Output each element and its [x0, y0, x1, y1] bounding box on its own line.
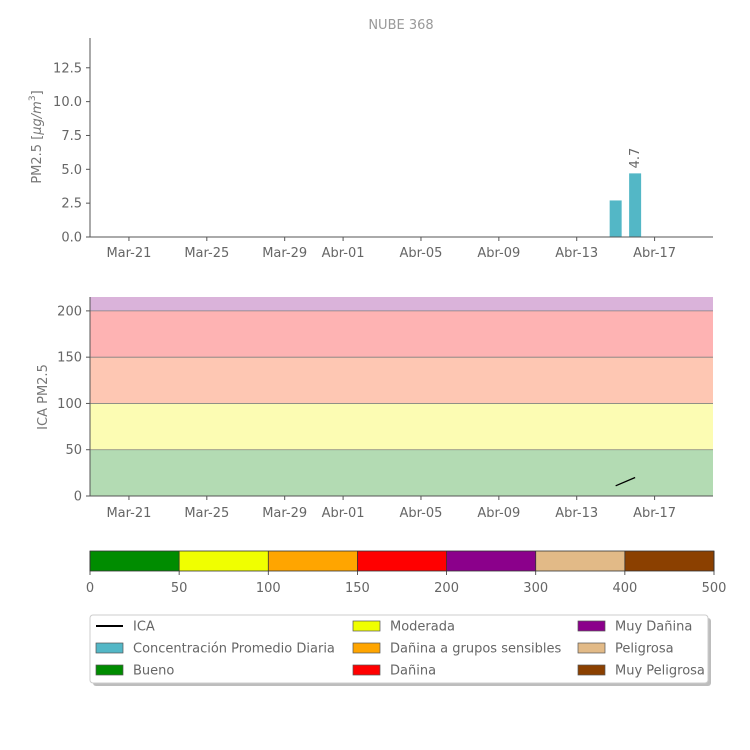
y-axis-title-exp: 3	[28, 95, 38, 101]
x-tick-label: Mar-29	[262, 506, 307, 521]
legend-item-label: Dañina	[390, 664, 436, 679]
colorbar-tick-label: 100	[256, 581, 281, 596]
y-tick-label: 7.5	[61, 129, 82, 144]
legend-item-label: Moderada	[390, 620, 455, 635]
y-axis-title-main: PM2.5 [	[30, 135, 45, 184]
colorbar-segment-5	[535, 551, 626, 571]
legend-swatch	[95, 642, 124, 654]
ica-band-1	[90, 403, 713, 450]
y-tick-label: 150	[57, 351, 82, 366]
bar-0	[609, 200, 622, 237]
ica-band-2	[90, 357, 713, 404]
colorbar-segment-4	[446, 551, 537, 571]
x-tick-label: Abr-01	[322, 506, 365, 521]
colorbar-tick-label: 200	[434, 581, 459, 596]
bar-1	[629, 173, 642, 237]
ica-band-4	[90, 297, 713, 311]
legend-swatch	[577, 664, 606, 676]
x-tick-label: Abr-05	[400, 246, 443, 261]
bar-value-label: 4.7	[628, 148, 643, 169]
legend-item-label: Concentración Promedio Diaria	[133, 642, 335, 657]
y-tick-label: 12.5	[53, 61, 82, 76]
colorbar-tick-label: 150	[345, 581, 370, 596]
y-tick-label: 0.0	[61, 231, 82, 246]
y-tick-label: 2.5	[61, 197, 82, 212]
x-tick-label: Abr-05	[400, 506, 443, 521]
x-tick-label: Abr-13	[555, 246, 598, 261]
x-tick-label: Mar-25	[184, 246, 229, 261]
colorbar-tick-label: 50	[171, 581, 188, 596]
x-tick-label: Abr-17	[633, 246, 676, 261]
y-tick-label: 50	[65, 443, 82, 458]
colorbar-tick-label: 500	[702, 581, 727, 596]
legend-item-label: ICA	[133, 620, 155, 635]
y-axis-title-bottom: ICA PM2.5	[36, 364, 51, 430]
legend-swatch	[577, 620, 606, 632]
y-axis-title-close: ]	[30, 90, 45, 95]
legend-item-label: Peligrosa	[615, 642, 674, 657]
y-tick-label: 0	[74, 490, 82, 505]
legend-swatch	[95, 664, 124, 676]
y-tick-label: 5.0	[61, 163, 82, 178]
y-tick-label: 100	[57, 397, 82, 412]
y-tick-label: 200	[57, 304, 82, 319]
colorbar-tick-label: 300	[523, 581, 548, 596]
x-tick-label: Abr-17	[633, 506, 676, 521]
legend-swatch	[577, 642, 606, 654]
colorbar-segment-6	[624, 551, 715, 571]
colorbar-segment-2	[268, 551, 358, 571]
legend-swatch	[352, 620, 381, 632]
y-tick-label: 10.0	[53, 95, 82, 110]
legend-box	[89, 614, 709, 684]
colorbar-segment-3	[357, 551, 447, 571]
colorbar-tick-label: 400	[612, 581, 637, 596]
x-tick-label: Abr-09	[477, 506, 520, 521]
legend-item-label: Dañina a grupos sensibles	[390, 642, 561, 657]
legend-item-label: Muy Dañina	[615, 620, 692, 635]
x-tick-label: Abr-01	[322, 246, 365, 261]
colorbar-tick-label: 0	[86, 581, 94, 596]
x-tick-label: Mar-29	[262, 246, 307, 261]
legend-swatch	[352, 642, 381, 654]
chart-title: NUBE 368	[368, 18, 433, 33]
x-tick-label: Abr-13	[555, 506, 598, 521]
legend-item-label: Bueno	[133, 664, 174, 679]
colorbar-segment-1	[179, 551, 269, 571]
ica-band-3	[90, 310, 713, 358]
ica-line-series-0	[615, 476, 636, 487]
y-axis-title-unit: μg/m	[30, 101, 45, 136]
legend-item-label: Muy Peligrosa	[615, 664, 705, 679]
x-tick-label: Mar-21	[106, 506, 151, 521]
colorbar-segment-0	[90, 551, 180, 571]
x-tick-label: Mar-25	[184, 506, 229, 521]
ica-band-0	[90, 449, 713, 496]
y-axis-title-top: PM2.5 [μg/m3]	[28, 90, 45, 183]
legend-swatch	[352, 664, 381, 676]
x-tick-label: Mar-21	[106, 246, 151, 261]
x-tick-label: Abr-09	[477, 246, 520, 261]
